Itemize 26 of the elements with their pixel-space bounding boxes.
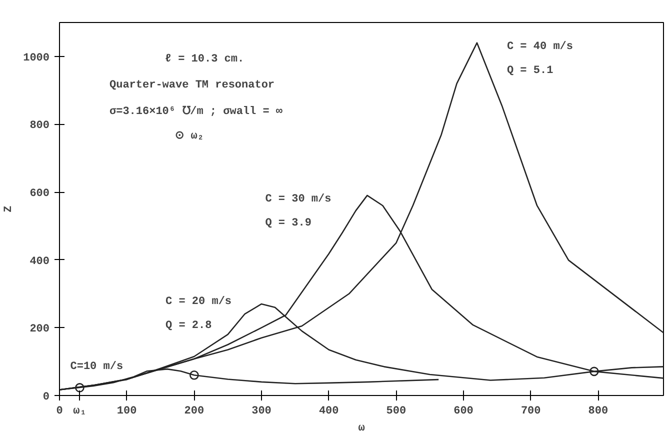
- x-tick-label: 600: [454, 406, 474, 418]
- y-axis-title: Z: [3, 205, 16, 212]
- x-tick-label: 0: [56, 406, 63, 418]
- x-tick-label: ω₁: [73, 406, 86, 418]
- y-tick-label: 200: [30, 324, 50, 336]
- y-tick-label: 1000: [23, 52, 50, 64]
- series-label: C = 30 m/s Q = 3.9: [265, 193, 332, 230]
- x-tick-label: 300: [252, 406, 272, 418]
- y-tick-label: 400: [30, 256, 50, 268]
- x-tick-label: 800: [588, 406, 608, 418]
- annotation: σ=3.16×10⁶ ℧/m ; σwall = ∞: [110, 105, 283, 118]
- x-tick-label: 400: [318, 406, 339, 418]
- y-tick-label: 0: [42, 392, 50, 404]
- x-tick-label: 500: [386, 406, 406, 418]
- annotation: Quarter-wave TM resonator: [110, 80, 275, 92]
- x-tick-label: 700: [520, 406, 541, 418]
- series-label: C = 40 m/s Q = 5.1: [506, 40, 573, 77]
- annotation: ⊙ ω₂: [175, 130, 204, 142]
- x-tick-label: 100: [116, 406, 137, 418]
- annotation: ℓ = 10.3 cm.: [164, 53, 244, 66]
- y-tick-label: 600: [30, 188, 50, 200]
- series-label: C = 20 m/s Q = 2.8: [166, 296, 232, 332]
- x-axis-title: ω: [358, 422, 366, 434]
- y-tick-label: 800: [30, 120, 50, 132]
- series-label: C=10 m/s: [70, 361, 124, 374]
- x-tick-label: 200: [184, 406, 204, 418]
